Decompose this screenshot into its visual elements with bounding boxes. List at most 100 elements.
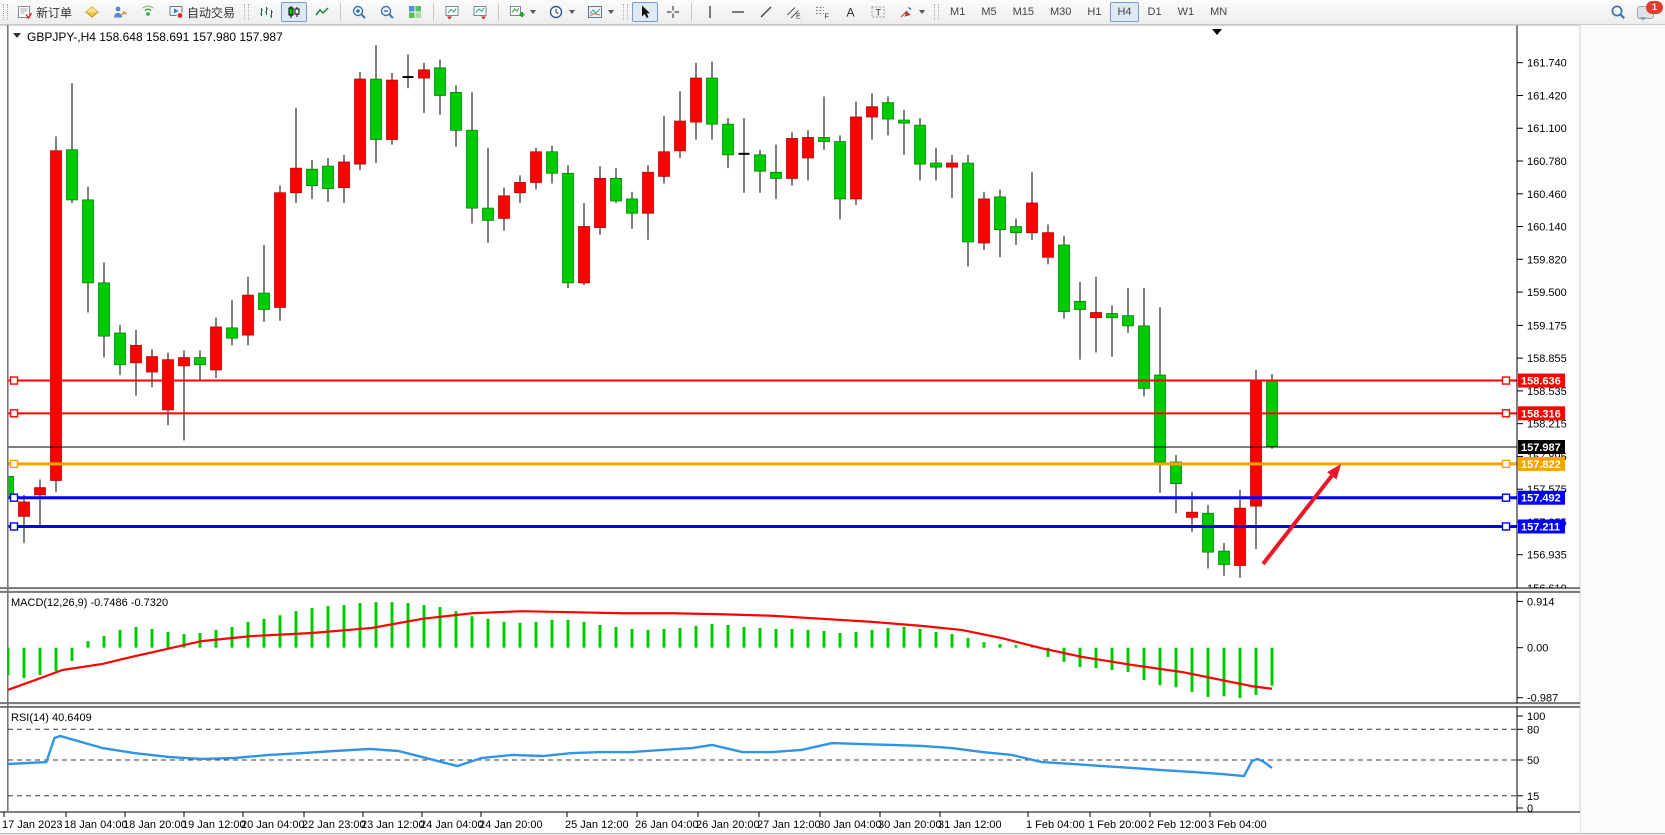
auto-scroll-button[interactable] (439, 2, 465, 22)
macd-histogram-bar (1030, 646, 1034, 648)
panel-splitter[interactable] (0, 588, 1580, 592)
candle-body-down (514, 182, 526, 194)
fibonacci-button[interactable]: F (809, 2, 835, 22)
macd-histogram-bar (598, 624, 602, 648)
macd-histogram-bar (774, 628, 778, 648)
zoom-in-button[interactable] (346, 2, 372, 22)
time-tick-label: 18 Jan 20:00 (123, 819, 187, 831)
timeframe-w1-button[interactable]: W1 (1177, 6, 1195, 18)
chevron-down-icon[interactable] (569, 10, 576, 14)
timeframe-mn-button[interactable]: MN (1210, 6, 1228, 18)
macd-histogram-bar (150, 628, 154, 648)
macd-histogram-bar (1270, 647, 1274, 686)
channel-button[interactable]: E (781, 2, 807, 22)
text-label-button[interactable]: T (865, 2, 891, 22)
line-handle[interactable] (9, 522, 19, 531)
chevron-down-icon[interactable] (530, 10, 537, 14)
candle-body-up (1138, 325, 1150, 389)
arrow-object-shaft[interactable] (1261, 474, 1334, 566)
timeframe-m30-button[interactable]: M30 (1050, 6, 1072, 18)
one-click-trading-toggle[interactable] (13, 33, 21, 38)
candle-body-down (530, 151, 542, 183)
candle-body-up (226, 327, 238, 339)
price-tag-label: 157.492 (1521, 493, 1561, 505)
tile-windows-button[interactable] (402, 2, 428, 22)
macd-histogram-bar (582, 621, 586, 648)
candle-body-up (546, 151, 558, 174)
candle-doji (402, 76, 414, 79)
trendline-icon (758, 4, 774, 20)
line-handle[interactable] (1501, 409, 1511, 418)
main-toolbar: 新订单 自动交易 E F A T M1 M5 M15 M30 H1 H4 D1 W1 MN 1 (0, 0, 1665, 25)
horizontal-line-button[interactable] (725, 2, 751, 22)
crosshair-button[interactable] (660, 2, 686, 22)
add-indicator-button[interactable] (504, 2, 541, 22)
macd-histogram-bar (630, 628, 634, 648)
time-tick-label: 26 Jan 20:00 (696, 819, 760, 831)
timeframe-m5-button[interactable]: M5 (981, 6, 997, 18)
auto-trading-button[interactable]: 自动交易 (163, 2, 240, 22)
cursor-button[interactable] (632, 2, 659, 22)
chart-title: GBPJPY-,H4 158.648 158.691 157.980 157.9… (27, 30, 283, 44)
templates-button[interactable] (582, 2, 619, 22)
chevron-down-icon[interactable] (608, 10, 615, 14)
macd-histogram-bar (358, 603, 362, 648)
arrow-object-head[interactable] (1327, 464, 1341, 480)
candlestick-chart-button[interactable] (281, 2, 308, 22)
macd-histogram-bar (678, 627, 682, 648)
candle-body-up (1122, 315, 1134, 327)
signals-button[interactable] (135, 2, 161, 22)
timeframe-h4-button[interactable]: H4 (1110, 2, 1139, 22)
market-watch-button[interactable] (107, 2, 133, 22)
candle-body-up (482, 207, 494, 221)
timeframe-m1-button[interactable]: M1 (950, 6, 966, 18)
macd-histogram-bar (710, 623, 714, 648)
line-handle[interactable] (9, 376, 19, 385)
periods-button[interactable] (543, 2, 580, 22)
chevron-down-icon[interactable] (919, 10, 926, 14)
line-handle[interactable] (9, 459, 19, 469)
price-tag (1518, 456, 1565, 471)
candle-body-down (1026, 202, 1038, 234)
timeframe-m15-button[interactable]: M15 (1012, 6, 1034, 18)
line-handle[interactable] (1501, 376, 1511, 385)
candle-body-up (1154, 374, 1166, 463)
time-axis[interactable] (0, 813, 1580, 833)
trendline-button[interactable] (753, 2, 779, 22)
chart-shift-marker[interactable] (1212, 29, 1222, 35)
price-tag-label: 158.316 (1521, 408, 1561, 420)
line-handle[interactable] (1501, 493, 1511, 502)
line-handle[interactable] (1501, 522, 1511, 531)
search-icon[interactable] (1609, 3, 1627, 21)
new-order-button[interactable]: 新订单 (12, 2, 77, 22)
line-handle[interactable] (9, 493, 19, 502)
arrows-button[interactable] (893, 2, 930, 22)
vertical-line-button[interactable] (697, 2, 723, 22)
macd-histogram-bar (1142, 647, 1146, 681)
vertical-line-icon (702, 4, 718, 20)
price-tag (1518, 519, 1565, 534)
line-handle[interactable] (1501, 459, 1511, 469)
svg-text:F: F (825, 14, 829, 21)
line-chart-button[interactable] (309, 2, 335, 22)
metaeditor-button[interactable] (79, 2, 105, 22)
rsi-tick-label: 15 (1527, 791, 1539, 803)
line-handle[interactable] (9, 409, 19, 418)
time-tick-label: 19 Jan 12:00 (182, 819, 246, 831)
chart-plot-area[interactable] (8, 27, 1517, 588)
macd-histogram-bar (310, 608, 314, 648)
candle-body-up (610, 178, 622, 202)
macd-histogram-bar (406, 603, 410, 648)
timeframe-h1-button[interactable]: H1 (1087, 6, 1102, 18)
toolbar-grip (3, 4, 8, 20)
candle-body-down (130, 344, 142, 364)
notifications-chat-icon[interactable]: 1 (1637, 1, 1663, 21)
bar-chart-button[interactable] (253, 2, 279, 22)
timeframe-d1-button[interactable]: D1 (1147, 6, 1162, 18)
text-button[interactable]: A (837, 2, 863, 22)
macd-histogram-bar (1206, 647, 1210, 697)
zoom-out-button[interactable] (374, 2, 400, 22)
chart-shift-button[interactable] (467, 2, 493, 22)
panel-splitter[interactable] (0, 703, 1580, 707)
